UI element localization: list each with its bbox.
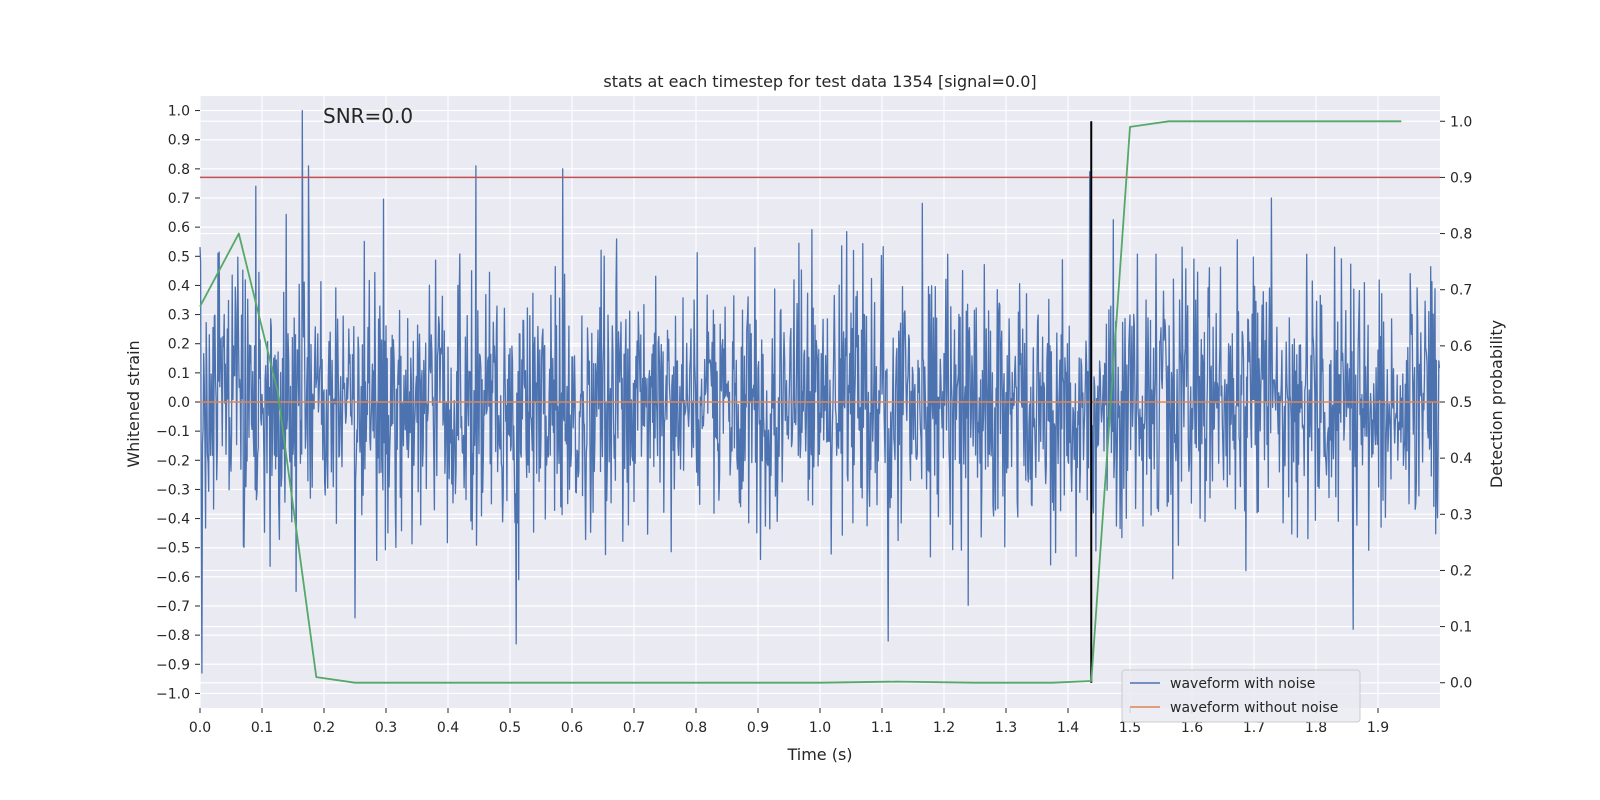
x-tick-label: 0.1 bbox=[251, 720, 273, 736]
y2-tick-label: 0.0 bbox=[1450, 676, 1472, 692]
y2-tick-label: 0.5 bbox=[1450, 395, 1472, 411]
y-tick-label: −0.3 bbox=[156, 482, 190, 498]
y-tick-label: 0.2 bbox=[168, 337, 190, 353]
y2-tick-label: 0.3 bbox=[1450, 507, 1472, 523]
x-tick-label: 0.5 bbox=[499, 720, 521, 736]
y-tick-label: 0.6 bbox=[168, 220, 190, 236]
x-tick-label: 1.9 bbox=[1367, 720, 1389, 736]
y-tick-label: −0.6 bbox=[156, 570, 190, 586]
x-tick-label: 0.3 bbox=[375, 720, 397, 736]
y-tick-label: 0.0 bbox=[168, 395, 190, 411]
x-tick-label: 1.4 bbox=[1057, 720, 1079, 736]
y2-tick-label: 1.0 bbox=[1450, 114, 1472, 130]
y2-tick-label: 0.1 bbox=[1450, 620, 1472, 636]
y2-tick-label: 0.8 bbox=[1450, 227, 1472, 243]
series-layer bbox=[199, 109, 1441, 684]
y2-tick-label: 0.2 bbox=[1450, 563, 1472, 579]
x-tick-label: 0.7 bbox=[623, 720, 645, 736]
waveform-with-noise-line bbox=[199, 109, 1441, 674]
legend-box bbox=[1121, 669, 1361, 723]
x-tick-label: 1.6 bbox=[1181, 720, 1203, 736]
y-tick-label: 0.7 bbox=[168, 191, 190, 207]
detection-probability-line bbox=[199, 120, 1402, 684]
y-tick-label: −0.5 bbox=[156, 541, 190, 557]
x-tick-label: 1.5 bbox=[1119, 720, 1141, 736]
legend-label-clean: waveform without noise bbox=[1170, 700, 1338, 716]
y-axis-ticks: 1.0 0.9 0.8 0.7 0.6 0.5 0.4 0.3 0.2 0.1 0.0 −0.1 −0.… bbox=[156, 104, 200, 702]
x-axis-ticks: 0.0 0.1 0.2 0.3 0.4 0.5 0.6 0.7 0.8 0.9 1.0 1.1 1.2 1… bbox=[189, 708, 1389, 736]
y2-tick-label: 0.4 bbox=[1450, 451, 1472, 467]
y-tick-label: −0.9 bbox=[156, 657, 190, 673]
y-tick-label: −1.0 bbox=[156, 686, 190, 702]
y-tick-label: −0.8 bbox=[156, 628, 190, 644]
y-tick-label: −0.2 bbox=[156, 453, 190, 469]
legend-label-noise: waveform with noise bbox=[1170, 676, 1315, 692]
y-axis-label: Whitened strain bbox=[124, 340, 143, 467]
x-tick-label: 1.3 bbox=[995, 720, 1017, 736]
y2-axis-ticks: 1.0 0.9 0.8 0.7 0.6 0.5 0.4 0.3 0.2 0.1 0.0 bbox=[1440, 114, 1472, 692]
y-tick-label: 0.4 bbox=[168, 278, 190, 294]
x-tick-label: 1.1 bbox=[871, 720, 893, 736]
x-tick-label: 1.0 bbox=[809, 720, 831, 736]
y-tick-label: −0.7 bbox=[156, 599, 190, 615]
legend: waveform with noise waveform without noi… bbox=[1121, 669, 1361, 723]
y-tick-label: 1.0 bbox=[168, 104, 190, 120]
x-tick-label: 1.7 bbox=[1243, 720, 1265, 736]
x-tick-label: 0.2 bbox=[313, 720, 335, 736]
chart-title: stats at each timestep for test data 135… bbox=[603, 72, 1036, 91]
y2-axis-label: Detection probability bbox=[1487, 320, 1506, 488]
y2-tick-label: 0.7 bbox=[1450, 283, 1472, 299]
y-tick-label: −0.4 bbox=[156, 512, 190, 528]
x-tick-label: 0.8 bbox=[685, 720, 707, 736]
x-tick-label: 1.2 bbox=[933, 720, 955, 736]
y-tick-label: 0.3 bbox=[168, 308, 190, 324]
x-tick-label: 1.8 bbox=[1305, 720, 1327, 736]
y2-tick-label: 0.9 bbox=[1450, 170, 1472, 186]
y-tick-label: 0.8 bbox=[168, 162, 190, 178]
y-tick-label: 0.9 bbox=[168, 133, 190, 149]
x-tick-label: 0.0 bbox=[189, 720, 211, 736]
x-tick-label: 0.4 bbox=[437, 720, 459, 736]
y-tick-label: −0.1 bbox=[156, 424, 190, 440]
y2-tick-label: 0.6 bbox=[1450, 339, 1472, 355]
x-axis-label: Time (s) bbox=[786, 745, 852, 764]
x-tick-label: 0.6 bbox=[561, 720, 583, 736]
y-tick-label: 0.5 bbox=[168, 249, 190, 265]
snr-annotation: SNR=0.0 bbox=[323, 104, 413, 128]
x-tick-label: 0.9 bbox=[747, 720, 769, 736]
y-tick-label: 0.1 bbox=[168, 366, 190, 382]
